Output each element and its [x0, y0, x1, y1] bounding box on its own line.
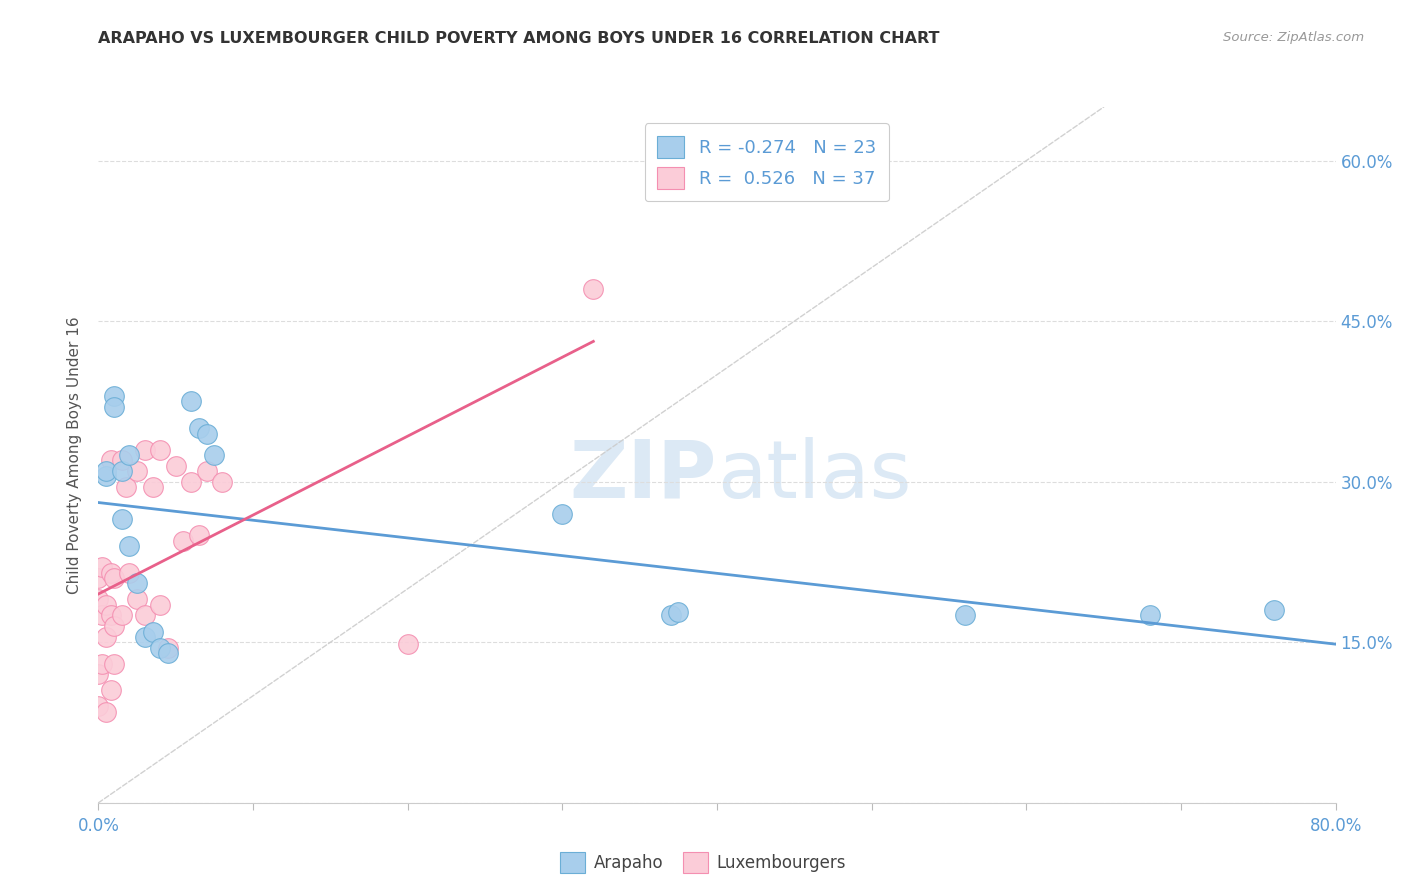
- Point: [103, 389, 125, 403]
- Point: [211, 475, 233, 489]
- Point: [134, 608, 156, 623]
- Point: [195, 426, 218, 441]
- Point: [149, 598, 172, 612]
- Point: [134, 630, 156, 644]
- Point: [87, 667, 110, 681]
- Point: [551, 507, 574, 521]
- Point: [659, 608, 682, 623]
- Text: ZIP: ZIP: [569, 437, 717, 515]
- Point: [111, 512, 134, 526]
- Y-axis label: Child Poverty Among Boys Under 16: Child Poverty Among Boys Under 16: [67, 316, 83, 594]
- Text: Source: ZipAtlas.com: Source: ZipAtlas.com: [1223, 31, 1364, 45]
- Point: [111, 608, 134, 623]
- Point: [157, 646, 180, 660]
- Point: [953, 608, 976, 623]
- Text: atlas: atlas: [717, 437, 911, 515]
- Point: [96, 469, 118, 483]
- Point: [87, 592, 110, 607]
- Point: [204, 448, 226, 462]
- Point: [96, 705, 118, 719]
- Point: [142, 624, 165, 639]
- Point: [115, 480, 138, 494]
- Point: [118, 539, 141, 553]
- Point: [149, 442, 172, 457]
- Point: [127, 576, 149, 591]
- Point: [90, 657, 112, 671]
- Point: [195, 464, 218, 478]
- Point: [90, 608, 112, 623]
- Point: [96, 630, 118, 644]
- Point: [87, 571, 110, 585]
- Point: [582, 282, 605, 296]
- Point: [173, 533, 195, 548]
- Point: [165, 458, 187, 473]
- Point: [103, 400, 125, 414]
- Point: [134, 442, 156, 457]
- Point: [100, 683, 122, 698]
- Point: [127, 592, 149, 607]
- Point: [100, 608, 122, 623]
- Point: [100, 566, 122, 580]
- Point: [96, 464, 118, 478]
- Point: [90, 560, 112, 574]
- Point: [100, 453, 122, 467]
- Point: [103, 657, 125, 671]
- Point: [149, 640, 172, 655]
- Point: [111, 453, 134, 467]
- Point: [103, 619, 125, 633]
- Point: [1139, 608, 1161, 623]
- Text: ARAPAHO VS LUXEMBOURGER CHILD POVERTY AMONG BOYS UNDER 16 CORRELATION CHART: ARAPAHO VS LUXEMBOURGER CHILD POVERTY AM…: [98, 31, 941, 46]
- Point: [180, 394, 202, 409]
- Point: [396, 637, 419, 651]
- Point: [87, 699, 110, 714]
- Point: [180, 475, 202, 489]
- Point: [127, 464, 149, 478]
- Point: [142, 480, 165, 494]
- Point: [188, 421, 211, 435]
- Point: [118, 448, 141, 462]
- Point: [666, 605, 689, 619]
- Point: [188, 528, 211, 542]
- Point: [111, 464, 134, 478]
- Legend: Arapaho, Luxembourgers: Arapaho, Luxembourgers: [554, 846, 852, 880]
- Point: [96, 598, 118, 612]
- Point: [1263, 603, 1285, 617]
- Point: [103, 571, 125, 585]
- Legend: R = -0.274   N = 23, R =  0.526   N = 37: R = -0.274 N = 23, R = 0.526 N = 37: [644, 123, 889, 202]
- Point: [157, 640, 180, 655]
- Point: [118, 566, 141, 580]
